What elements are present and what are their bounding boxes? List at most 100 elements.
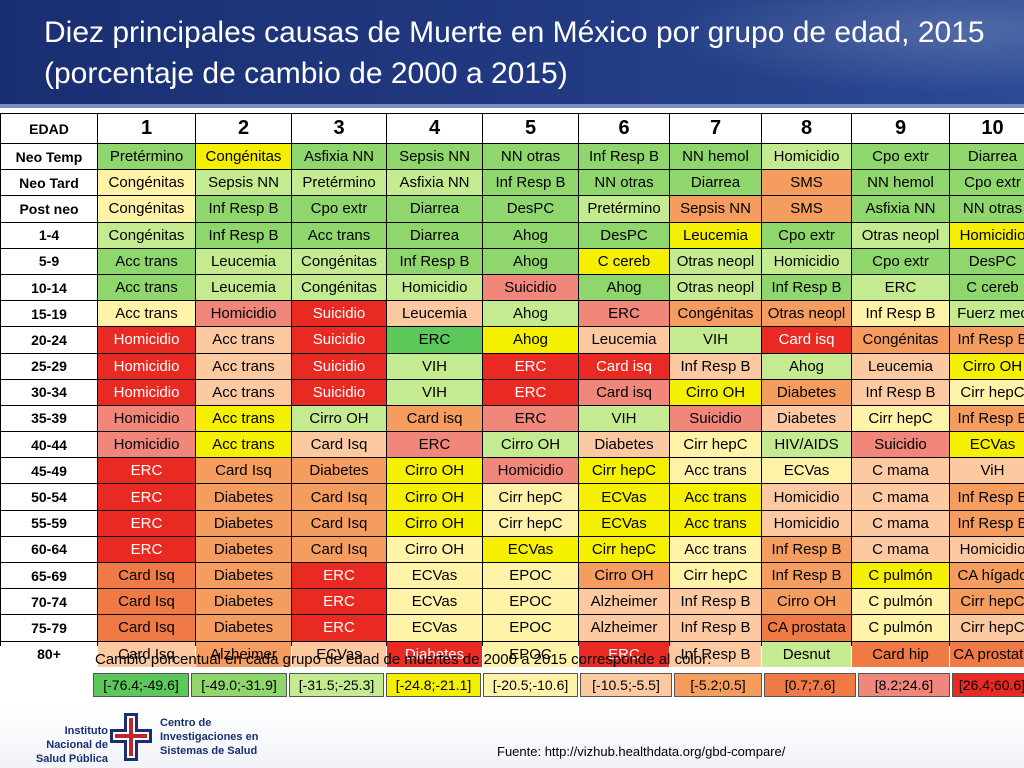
cause-cell: CA hígado xyxy=(950,563,1024,589)
cause-cell: ERC xyxy=(98,536,195,562)
legend-swatch: [-76.4;-49.6] xyxy=(93,673,189,697)
cause-cell: Inf Resp B xyxy=(950,510,1024,536)
cause-cell: Asfixia NN xyxy=(852,196,949,222)
cause-cell: Suicidio xyxy=(292,353,386,379)
cause-cell: Inf Resp B xyxy=(950,405,1024,432)
cause-cell: ERC xyxy=(387,432,482,458)
cause-cell: Congénitas xyxy=(98,170,195,196)
cause-cell: Homicidio xyxy=(762,144,851,170)
cause-cell: Homicidio xyxy=(762,484,851,510)
legend-swatch: [-10.5;-5.5] xyxy=(580,673,672,697)
cause-cell: Asfixia NN xyxy=(292,144,386,170)
cause-cell: ECVas xyxy=(950,432,1024,458)
cause-cell: Fuerz mec xyxy=(950,301,1024,327)
cause-cell: Cpo extr xyxy=(762,222,851,248)
cause-cell: EPOC xyxy=(483,641,578,667)
cause-cell: Diarrea xyxy=(387,196,482,222)
banner-decoration xyxy=(604,0,1024,104)
cause-cell: NN otras xyxy=(579,170,669,196)
cause-cell: Congénitas xyxy=(852,327,949,353)
cause-cell: Desnut xyxy=(762,641,851,667)
cause-cell: Sepsis NN xyxy=(196,170,291,196)
cause-cell: Cirr hepC xyxy=(670,563,761,589)
cause-cell: Leucemia xyxy=(852,353,949,379)
cause-cell: EPOC xyxy=(483,589,578,615)
cause-cell: Diabetes xyxy=(292,458,386,484)
cause-cell: Card Isq xyxy=(196,458,291,484)
insp-logo-text: Instituto Nacional de Salud Pública xyxy=(35,725,108,765)
cause-cell: Inf Resp B xyxy=(579,144,669,170)
cause-cell: Acc trans xyxy=(196,379,291,405)
cause-cell: Alzheimer xyxy=(196,641,291,667)
cause-cell: Cirr hepC xyxy=(950,589,1024,615)
age-group-label: Post neo xyxy=(1,196,97,222)
cause-cell: Ahog xyxy=(483,222,578,248)
cause-cell: EPOC xyxy=(483,615,578,641)
cause-cell: C cereb xyxy=(579,248,669,274)
legend-swatch: [-31.5;-25.3] xyxy=(289,673,384,697)
age-group-label: 60-64 xyxy=(1,536,97,562)
cause-cell: ERC xyxy=(852,274,949,301)
cause-cell: Suicidio xyxy=(292,327,386,353)
cause-cell: SMS xyxy=(762,170,851,196)
cause-cell: CA prostata xyxy=(950,641,1024,667)
cause-cell: Homicidio xyxy=(387,274,482,301)
age-group-label: 35-39 xyxy=(1,405,97,432)
cause-cell: ERC xyxy=(292,563,386,589)
cause-cell: Congénitas xyxy=(196,144,291,170)
cause-cell: Otras neopl xyxy=(670,274,761,301)
cause-cell: Diarrea xyxy=(950,144,1024,170)
cause-cell: VIH xyxy=(670,327,761,353)
legend-title: Cambio porcentual en cada grupo de edad … xyxy=(95,651,712,668)
cause-cell: Card Isq xyxy=(292,536,386,562)
cause-cell: Cirro OH xyxy=(483,432,578,458)
legend-swatch: [-49.0;-31.9] xyxy=(191,673,287,697)
cause-cell: Card hip xyxy=(852,641,949,667)
ciss-logo-text: Centro de Investigaciones en Sistemas de… xyxy=(160,717,259,757)
cause-cell: Homicidio xyxy=(762,510,851,536)
cause-cell: Suicidio xyxy=(670,405,761,432)
cause-cell: ERC xyxy=(483,405,578,432)
cause-cell: Homicidio xyxy=(98,432,195,458)
cause-cell: Homicidio xyxy=(950,222,1024,248)
cause-cell: Alzheimer xyxy=(579,589,669,615)
cause-cell: ERC xyxy=(98,484,195,510)
cause-cell: Diabetes xyxy=(762,405,851,432)
cause-cell: NN otras xyxy=(483,144,578,170)
cause-cell: NN hemol xyxy=(670,144,761,170)
legend-swatch: [-5.2;0.5] xyxy=(674,673,762,697)
header-rank-2: 2 xyxy=(196,114,291,143)
legend-swatch: [-24.8;-21.1] xyxy=(386,673,481,697)
cause-cell: Homicidio xyxy=(483,458,578,484)
cause-cell: Cirro OH xyxy=(387,458,482,484)
cause-cell: Cirro OH xyxy=(670,379,761,405)
cause-cell: Cpo extr xyxy=(852,248,949,274)
cause-cell: DesPC xyxy=(483,196,578,222)
cause-cell: Diabetes xyxy=(196,615,291,641)
cause-cell: Ahog xyxy=(483,327,578,353)
legend-swatch: [8.2;24.6] xyxy=(858,673,950,697)
cause-cell: Ahog xyxy=(483,301,578,327)
cause-cell: Sepsis NN xyxy=(670,196,761,222)
cause-cell: NN otras xyxy=(950,196,1024,222)
cause-cell: Cirro OH xyxy=(387,484,482,510)
cause-cell: SMS xyxy=(762,196,851,222)
age-group-label: 55-59 xyxy=(1,510,97,536)
cause-cell: Congénitas xyxy=(98,222,195,248)
cause-cell: C mama xyxy=(852,484,949,510)
age-group-label: 45-49 xyxy=(1,458,97,484)
cause-cell: Card Isq xyxy=(292,484,386,510)
cause-cell: Alzheimer xyxy=(579,615,669,641)
cause-cell: Acc trans xyxy=(98,301,195,327)
cause-cell: ECVas xyxy=(579,510,669,536)
cause-cell: Diarrea xyxy=(670,170,761,196)
cause-cell: Card Isq xyxy=(98,589,195,615)
cause-cell: VIH xyxy=(579,405,669,432)
cause-cell: ECVas xyxy=(762,458,851,484)
cause-cell: ERC xyxy=(292,589,386,615)
cause-cell: Inf Resp B xyxy=(950,484,1024,510)
cause-cell: Inf Resp B xyxy=(852,379,949,405)
cause-cell: Homicidio xyxy=(98,379,195,405)
header-rank-4: 4 xyxy=(387,114,482,143)
cause-cell: Diabetes xyxy=(196,563,291,589)
